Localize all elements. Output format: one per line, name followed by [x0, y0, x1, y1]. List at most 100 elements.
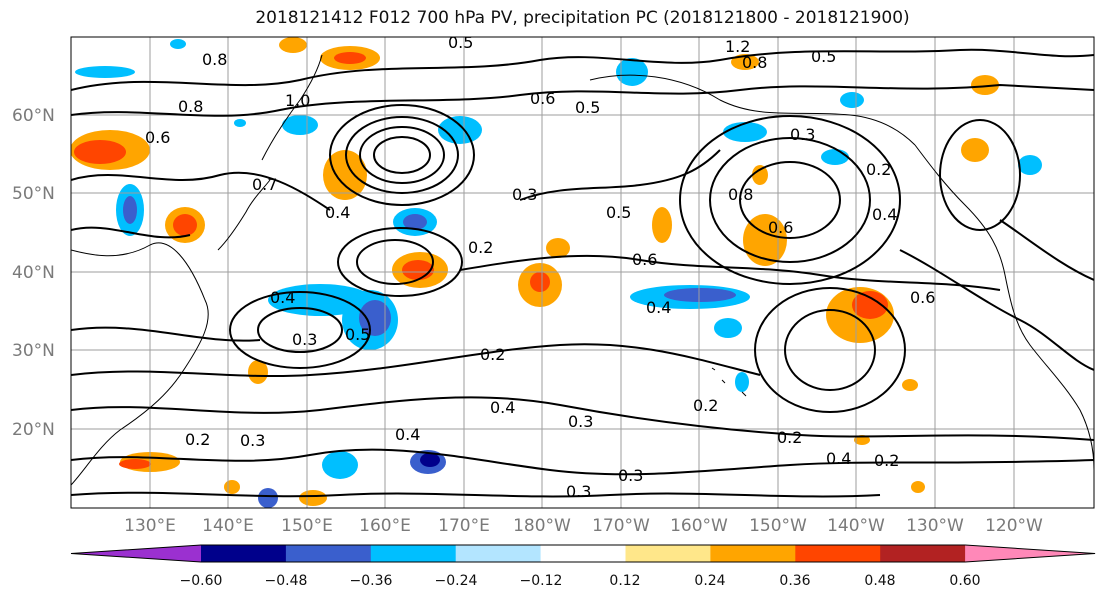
- contour-label: 0.2: [777, 428, 802, 447]
- colorbar-segment: [540, 545, 626, 562]
- pv-contour: [373, 136, 431, 174]
- contour-label: 0.2: [185, 430, 210, 449]
- precip-patch: [854, 435, 870, 445]
- precip-patch: [616, 58, 648, 86]
- contour-label: 0.8: [178, 97, 203, 116]
- colorbar-tick-label: −0.12: [520, 573, 563, 589]
- precip-patch: [75, 66, 135, 78]
- pv-contour: [329, 104, 475, 206]
- pv-contours: [71, 48, 1094, 498]
- pv-contour: [71, 343, 761, 378]
- contour-label: 0.6: [910, 288, 935, 307]
- lat-label: 50°N: [12, 184, 55, 204]
- colorbar-tick-label: 0.60: [949, 573, 980, 589]
- precip-patch: [282, 115, 318, 135]
- colorbar-tick-label: −0.36: [350, 573, 393, 589]
- pv-contour: [71, 48, 1094, 91]
- colorbar-segment: [880, 545, 966, 562]
- colorbar-outline: [70, 544, 1096, 563]
- pv-contour: [459, 254, 1001, 291]
- contour-label: 0.5: [448, 33, 473, 52]
- lon-label: 140°W: [827, 516, 885, 536]
- contour-label: 0.4: [826, 449, 851, 468]
- contour-label: 0.4: [395, 425, 420, 444]
- contour-label: 0.3: [790, 125, 815, 144]
- precip-patch: [438, 116, 482, 144]
- precip-patch: [224, 480, 240, 494]
- coast-asia: [71, 242, 209, 486]
- pv-contour: [679, 115, 901, 285]
- pv-contour: [754, 287, 906, 413]
- precip-patch: [971, 75, 999, 95]
- lat-label: 20°N: [12, 420, 55, 440]
- colorbar-segment: [285, 545, 372, 562]
- pv-contour: [337, 227, 463, 297]
- contour-label: 0.4: [646, 298, 671, 317]
- colorbar-tick-label: 0.48: [864, 573, 895, 589]
- contour-label: 0.3: [512, 185, 537, 204]
- pv-contour: [359, 126, 445, 184]
- pv-contour: [71, 491, 881, 498]
- pv-contour: [71, 171, 331, 211]
- pv-contour: [939, 119, 1021, 231]
- contour-label: 0.3: [240, 431, 265, 450]
- precip-patch: [752, 165, 768, 185]
- coast-north-america: [914, 144, 1094, 471]
- contour-label: 1.2: [725, 37, 750, 56]
- contour-label: 0.4: [872, 205, 897, 224]
- pv-contour: [229, 291, 371, 369]
- contour-label: 0.2: [693, 396, 718, 415]
- colorbar-segment: [625, 545, 711, 562]
- colorbar-tick-label: −0.48: [265, 573, 308, 589]
- precip-patch: [248, 360, 268, 384]
- precip-patch: [234, 119, 246, 127]
- contour-label: 0.5: [345, 325, 370, 344]
- pv-contour: [71, 396, 1094, 441]
- contour-label: 0.8: [202, 50, 227, 69]
- contour-label: 0.2: [874, 451, 899, 470]
- contour-label: 0.3: [566, 482, 591, 501]
- coast-japan: [217, 179, 271, 251]
- pv-contour: [899, 249, 1094, 371]
- precip-patch: [723, 122, 767, 142]
- lat-label: 40°N: [12, 263, 55, 283]
- pv-contour: [739, 161, 841, 239]
- precip-patch: [173, 214, 197, 236]
- precip-patch: [652, 207, 672, 243]
- precip-patch: [546, 238, 570, 258]
- precip-patch: [170, 39, 186, 49]
- precip-patch: [402, 260, 434, 280]
- contour-label: 0.5: [811, 47, 836, 66]
- precip-patch: [902, 379, 918, 391]
- precip-patch: [961, 138, 989, 162]
- contour-label: 0.2: [468, 238, 493, 257]
- precip-patch: [74, 140, 126, 164]
- precip-patch: [530, 272, 550, 292]
- colorbar-tick-label: −0.60: [180, 573, 223, 589]
- pv-contour: [709, 137, 871, 263]
- colorbar: [70, 544, 1096, 563]
- coast-hawaii: [711, 367, 747, 397]
- contour-label: 0.3: [618, 466, 643, 485]
- pv-contour: [356, 239, 434, 285]
- contour-label: 0.6: [145, 128, 170, 147]
- contour-label: 0.7: [252, 175, 277, 194]
- pv-contour: [71, 448, 1094, 476]
- precip-patch: [420, 453, 440, 467]
- lon-label: 170°W: [592, 516, 650, 536]
- lon-label: 160°W: [670, 516, 728, 536]
- lon-label: 170°E: [438, 516, 490, 536]
- precip-patch: [334, 52, 366, 64]
- lon-label: 130°E: [124, 516, 176, 536]
- lon-axis: 130°E 140°E 150°E 160°E 170°E 180°W 170°…: [124, 516, 1043, 536]
- contour-label: 0.6: [632, 250, 657, 269]
- precip-patch: [1018, 155, 1042, 175]
- lon-label: 150°W: [749, 516, 807, 536]
- contour-label: 0.3: [292, 330, 317, 349]
- precip-patch: [123, 196, 137, 224]
- lat-label: 60°N: [12, 106, 55, 126]
- precip-patch: [322, 451, 358, 479]
- colorbar-tick-label: −0.24: [435, 573, 478, 589]
- colorbar-tick-label: 0.12: [609, 573, 640, 589]
